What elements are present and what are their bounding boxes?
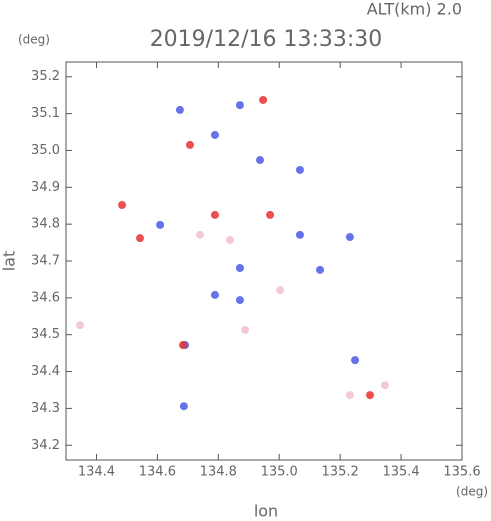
x-tick-label: 135.6: [443, 465, 480, 480]
echo-point: [235, 264, 244, 273]
y-tick-label: 34.3: [31, 401, 60, 416]
y-axis-label: lat: [0, 251, 19, 272]
echo-point: [259, 95, 268, 104]
echo-point: [196, 230, 205, 239]
echo-point: [210, 130, 219, 139]
x-tick-label: 134.8: [200, 465, 237, 480]
y-tick-label: 34.8: [31, 217, 60, 232]
plot-frame: [65, 61, 463, 461]
echo-point: [156, 220, 165, 229]
echo-point: [175, 105, 184, 114]
echo-point: [345, 391, 354, 400]
echo-point: [295, 165, 304, 174]
echo-point: [136, 234, 145, 243]
y-tick-label: 34.9: [31, 180, 60, 195]
y-tick-label: 34.6: [31, 290, 60, 305]
echo-point: [178, 341, 187, 350]
echo-point: [266, 210, 275, 219]
echo-point: [351, 356, 360, 365]
echo-point: [276, 286, 285, 295]
echo-point: [235, 296, 244, 305]
x-tick-label: 135.4: [382, 465, 419, 480]
x-tick-label: 135.0: [261, 465, 298, 480]
echo-point: [316, 265, 325, 274]
y-tick-label: 35.1: [31, 106, 60, 121]
echo-point: [210, 290, 219, 299]
y-tick-label: 35.2: [31, 69, 60, 84]
echo-point: [76, 321, 85, 330]
echo-point: [295, 230, 304, 239]
echo-point: [345, 233, 354, 242]
echo-point: [256, 156, 265, 165]
altitude-label: ALT(km) 2.0: [367, 0, 462, 19]
x-tick-label: 134.4: [78, 465, 115, 480]
y-tick-label: 35.0: [31, 143, 60, 158]
echo-point: [366, 391, 375, 400]
echo-point: [241, 325, 250, 334]
x-tick-label: 135.2: [322, 465, 359, 480]
y-tick-label: 34.4: [31, 364, 60, 379]
y-tick-label: 34.7: [31, 254, 60, 269]
echo-point: [210, 210, 219, 219]
echo-point: [235, 101, 244, 110]
echo-point: [185, 140, 194, 149]
x-unit: (deg): [456, 485, 488, 499]
y-tick-label: 34.2: [31, 438, 60, 453]
echo-point: [179, 402, 188, 411]
echo-point: [118, 200, 127, 209]
echo-point: [225, 235, 234, 244]
echo-point: [380, 381, 389, 390]
x-axis-label: lon: [254, 502, 278, 521]
y-tick-label: 34.5: [31, 327, 60, 342]
x-tick-label: 134.6: [139, 465, 176, 480]
y-unit: (deg): [18, 33, 50, 47]
chart-title: 2019/12/16 13:33:30: [150, 27, 383, 52]
